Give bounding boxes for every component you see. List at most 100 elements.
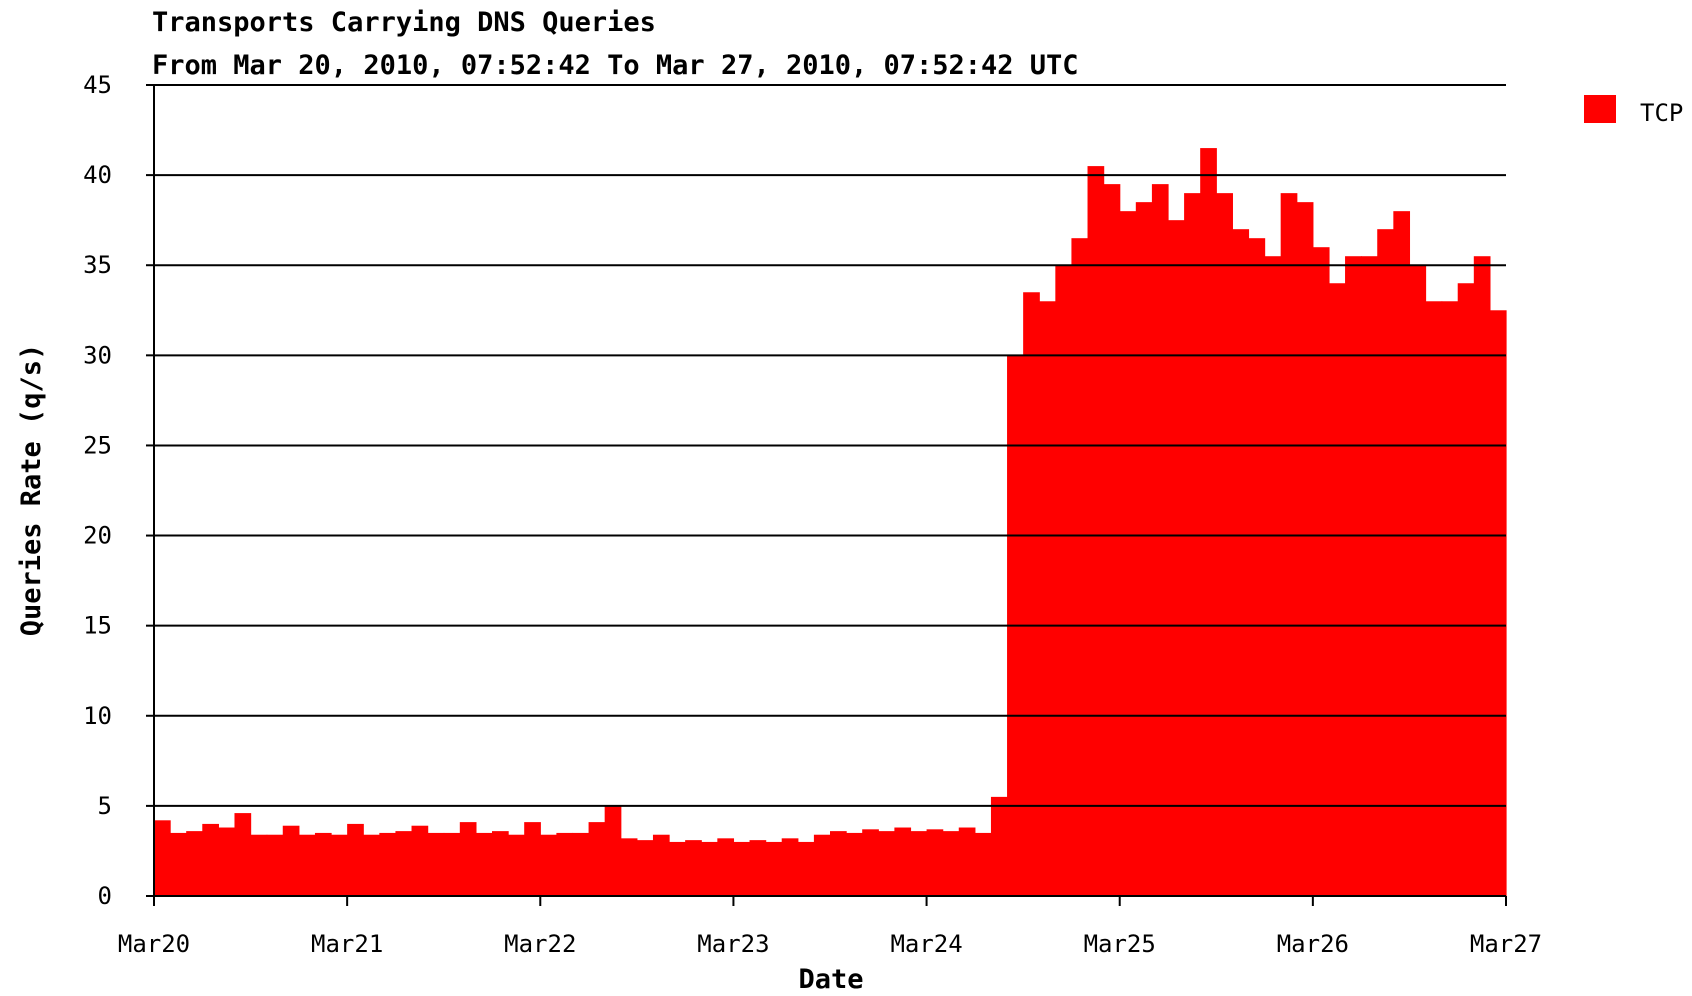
x-axis-label: Date [798, 964, 863, 995]
area-step [1135, 202, 1153, 897]
area-step [250, 834, 268, 896]
y-tick-label: 0 [98, 882, 112, 910]
area-step [202, 823, 219, 896]
area-step [492, 831, 509, 896]
x-tick-label: Mar20 [118, 930, 190, 958]
area-step [411, 825, 429, 896]
chart-subtitle: From Mar 20, 2010, 07:52:42 To Mar 27, 2… [152, 50, 1079, 81]
area-step [282, 825, 300, 896]
area-step [475, 832, 493, 896]
area-step [427, 832, 445, 896]
area-step [459, 822, 477, 896]
y-tick-label: 40 [83, 161, 112, 189]
area-step [331, 834, 348, 896]
area-step [926, 829, 944, 896]
area-step [154, 820, 171, 896]
y-tick-label: 45 [83, 71, 112, 99]
area-step [701, 841, 718, 896]
area-step [1425, 301, 1443, 896]
area-step [990, 796, 1008, 896]
area-step [1200, 148, 1217, 897]
area-step [1248, 238, 1266, 896]
y-tick-label: 35 [83, 251, 112, 279]
area-step [1280, 193, 1298, 897]
area-step [1039, 301, 1056, 896]
area-step [1361, 256, 1378, 896]
area-step [363, 834, 380, 896]
area-step [717, 838, 735, 896]
area-step [1409, 265, 1427, 896]
x-tick-label: Mar24 [890, 930, 962, 958]
area-step [878, 831, 895, 896]
area-step [379, 832, 397, 896]
area-step [1345, 256, 1362, 896]
area-step [1393, 211, 1411, 897]
area-step [830, 831, 847, 896]
area-step [170, 832, 187, 896]
area-step [733, 841, 751, 896]
area-step [540, 834, 557, 896]
area-step [1232, 229, 1250, 896]
area-step [1312, 247, 1330, 896]
legend-label: TCP [1640, 99, 1683, 127]
area-step [314, 832, 332, 896]
area-step [1168, 220, 1185, 896]
area-step [1473, 256, 1491, 896]
x-tick-label: Mar26 [1277, 930, 1349, 958]
x-tick-label: Mar21 [311, 930, 383, 958]
area-step [1055, 265, 1073, 896]
area-step [1216, 193, 1233, 897]
area-step [1377, 229, 1394, 896]
area-step [186, 831, 203, 896]
area-step [749, 840, 767, 896]
area-step [218, 827, 236, 896]
y-axis-label: Queries Rate (q/s) [16, 344, 47, 637]
x-tick-label: Mar25 [1084, 930, 1156, 958]
area-step [1489, 310, 1507, 896]
area-step [685, 840, 702, 896]
area-step [1296, 202, 1314, 897]
y-tick-label: 10 [83, 702, 112, 730]
area-step [765, 841, 783, 896]
area-step [974, 832, 992, 896]
area-step [862, 829, 879, 896]
y-tick-label: 25 [83, 431, 112, 459]
area-step [910, 831, 928, 896]
y-tick-label: 30 [83, 341, 112, 369]
area-step [1103, 184, 1121, 897]
area-step [1264, 256, 1282, 896]
x-tick-label: Mar23 [697, 930, 769, 958]
area-step [846, 832, 863, 896]
area-step [556, 832, 574, 896]
area-step [1087, 166, 1105, 897]
area-step [1184, 193, 1201, 897]
area-step [636, 840, 654, 896]
area-step [508, 834, 525, 896]
area-step [234, 813, 252, 896]
area-step [298, 834, 316, 896]
y-tick-label: 5 [98, 792, 112, 820]
area-step [1119, 211, 1137, 897]
area-step [1023, 292, 1040, 896]
area-step [604, 805, 622, 896]
area-step [813, 834, 831, 896]
area-step [1151, 184, 1169, 897]
area-step [443, 832, 461, 896]
area-step [894, 827, 912, 896]
area-step [572, 832, 590, 896]
area-step [652, 834, 670, 896]
area-step [797, 841, 815, 896]
area-step [1071, 238, 1089, 896]
area-step [942, 831, 960, 896]
area-step [1441, 301, 1459, 896]
x-tick-label: Mar22 [504, 930, 576, 958]
chart-title: Transports Carrying DNS Queries [152, 7, 656, 38]
area-step [781, 838, 799, 896]
x-tick-label: Mar27 [1470, 930, 1542, 958]
area-step [266, 834, 284, 896]
y-tick-label: 15 [83, 612, 112, 640]
y-tick-label: 20 [83, 522, 112, 550]
legend-swatch [1584, 95, 1616, 123]
area-step [588, 822, 606, 896]
